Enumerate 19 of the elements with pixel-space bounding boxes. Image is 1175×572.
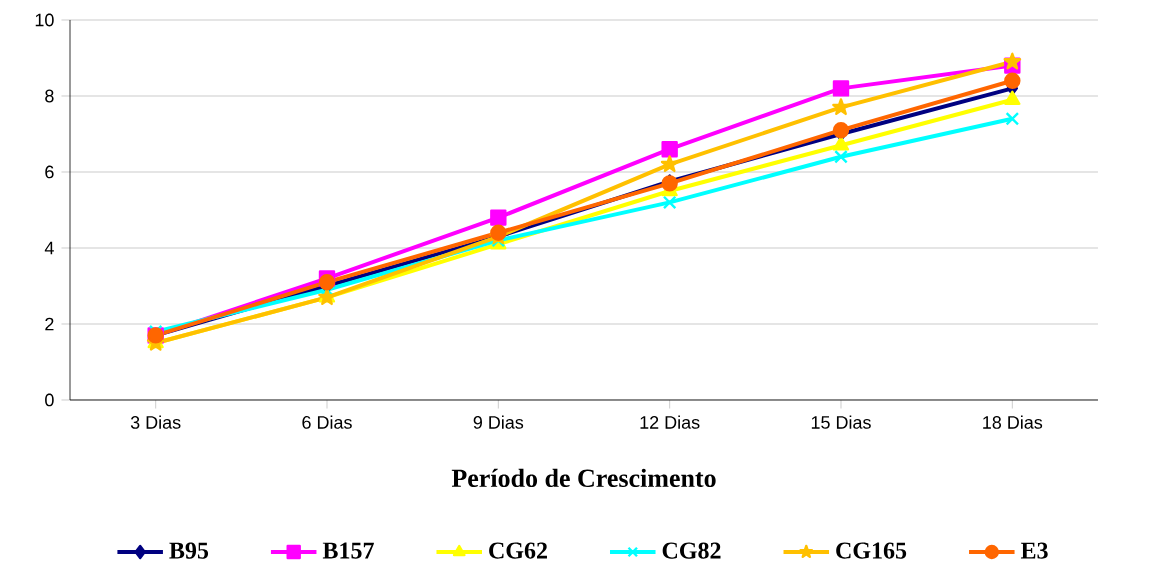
y-tick-label: 4: [44, 241, 54, 255]
legend-label: CG82: [662, 542, 721, 559]
x-tick-label: 9 Dias: [473, 415, 524, 429]
legend-label: CG62: [489, 542, 547, 559]
y-tick-label: 10: [35, 13, 54, 27]
legend-label: CG165: [836, 542, 907, 559]
legend-label: B157: [322, 542, 374, 559]
x-axis-title: Período de Crescimento: [451, 468, 716, 488]
legend-label: B95: [169, 542, 209, 559]
x-tick-label: 12 Dias: [640, 415, 700, 429]
y-tick-label: 2: [45, 317, 54, 331]
x-tick-label: 18 Dias: [983, 415, 1043, 429]
x-tick-label: 3 Dias: [130, 415, 181, 429]
x-tick-label: 6 Dias: [302, 415, 352, 429]
y-tick-label: 8: [45, 89, 54, 103]
x-tick-label: 15 Dias: [811, 415, 871, 429]
y-tick-label: 6: [45, 165, 54, 179]
legend-label: E3: [1020, 542, 1048, 559]
y-tick-label: 0: [45, 393, 54, 407]
